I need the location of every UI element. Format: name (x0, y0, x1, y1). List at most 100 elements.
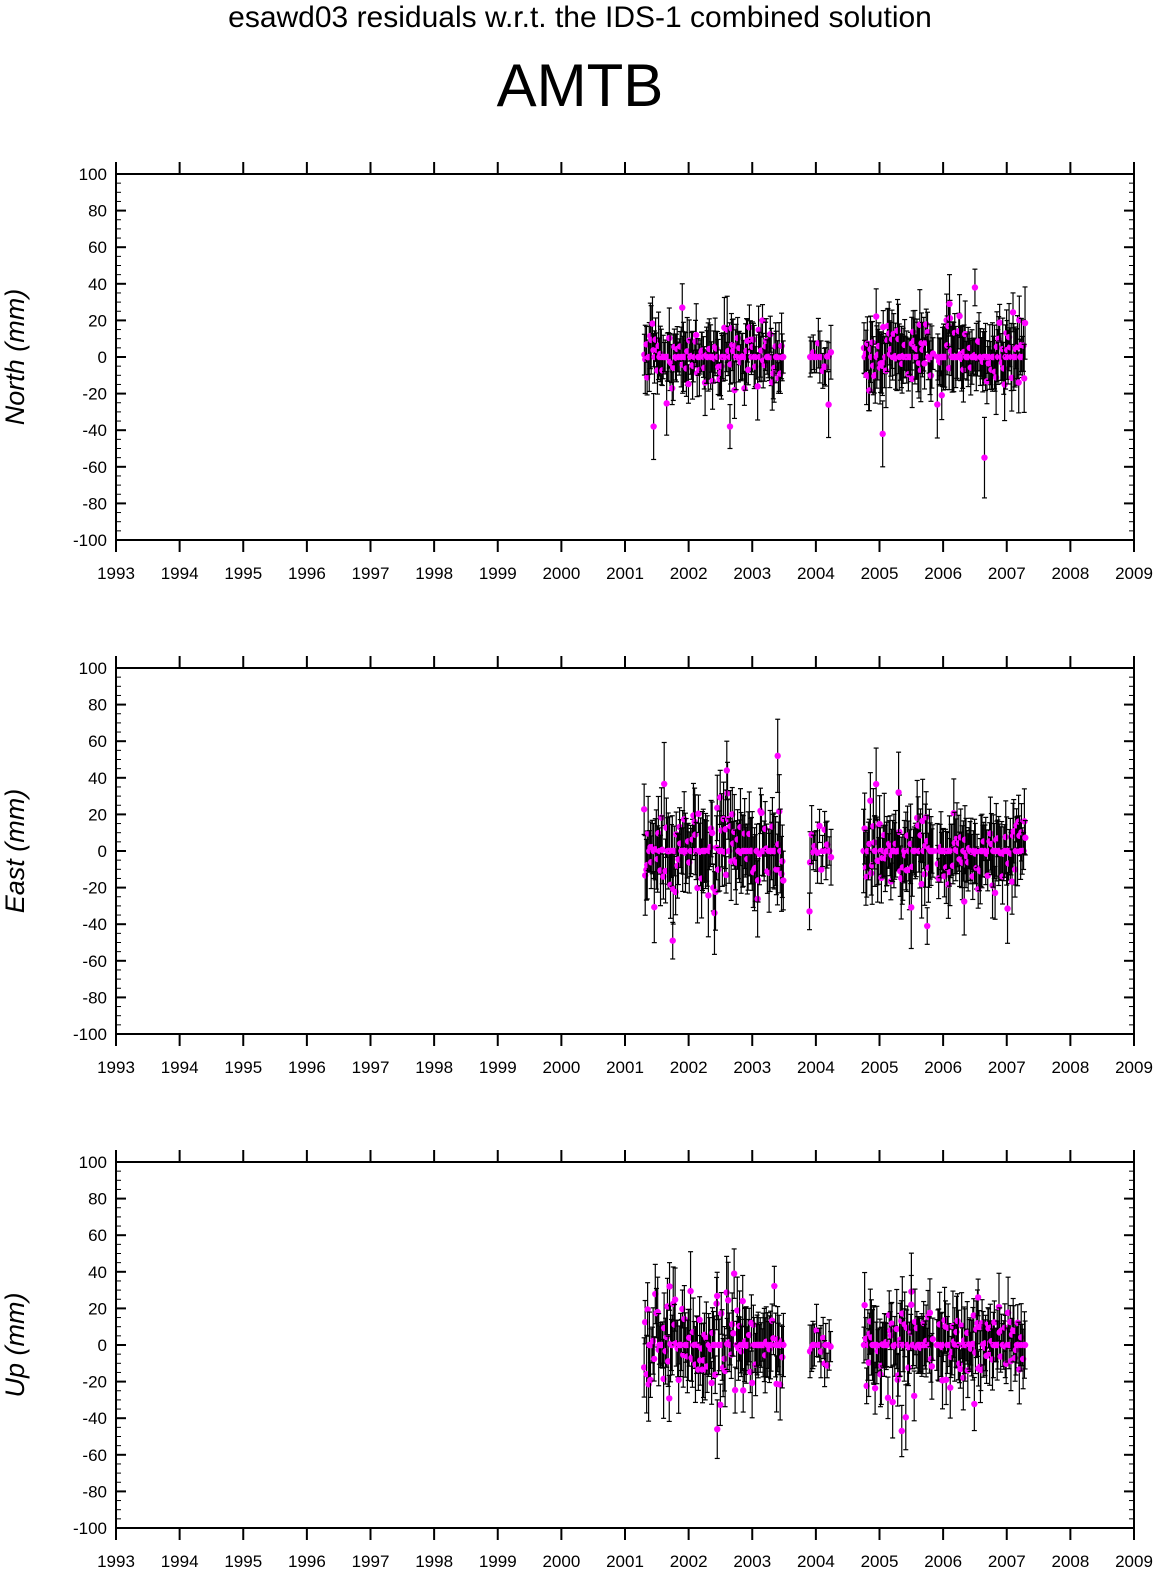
data-point (740, 1387, 747, 1394)
x-tick-label: 2001 (606, 564, 644, 583)
data-point (927, 372, 935, 379)
data-point (974, 1294, 982, 1301)
data-point (957, 1365, 964, 1373)
x-tick-label: 1996 (288, 564, 326, 583)
data-point (902, 1414, 909, 1421)
data-point (768, 1317, 776, 1324)
data-point (664, 1358, 672, 1365)
data-point (659, 1341, 666, 1349)
data-point (767, 330, 774, 338)
data-point (746, 324, 753, 331)
x-tick-label: 2004 (797, 1058, 835, 1077)
data-point (816, 822, 823, 830)
y-tick-label: -20 (82, 385, 107, 404)
data-point (650, 423, 657, 430)
data-point (827, 1343, 834, 1350)
x-tick-label: 1994 (161, 1552, 199, 1571)
x-tick-label: 1997 (352, 1552, 390, 1571)
y-axis-label-east: East (mm) (0, 789, 30, 914)
x-tick-label: 2005 (861, 564, 899, 583)
data-point (813, 1327, 820, 1334)
data-point (942, 353, 949, 361)
y-tick-label: -40 (82, 421, 107, 440)
x-tick-label: 1999 (479, 1552, 517, 1571)
data-point (921, 360, 928, 367)
data-point (934, 401, 941, 408)
data-point (871, 1384, 879, 1392)
data-point (731, 1386, 739, 1394)
data-point (718, 1341, 726, 1349)
data-point (921, 870, 928, 878)
x-tick-label: 2004 (797, 1552, 835, 1571)
data-point (888, 1320, 895, 1327)
data-point (778, 342, 785, 350)
x-tick-label: 1993 (97, 1058, 135, 1077)
y-tick-label: 40 (88, 1263, 107, 1282)
data-point (717, 794, 724, 801)
x-tick-label: 2007 (988, 1058, 1026, 1077)
data-point (971, 1400, 978, 1408)
data-point (730, 1330, 737, 1337)
data-point (929, 1336, 937, 1343)
data-point (711, 909, 718, 917)
data-point (956, 1360, 963, 1367)
data-point (817, 1348, 825, 1355)
data-point (730, 1270, 738, 1277)
data-point (669, 385, 676, 392)
y-tick-label: 60 (88, 238, 107, 257)
y-tick-label: 20 (88, 311, 107, 330)
data-point (879, 430, 886, 438)
data-point (780, 353, 787, 361)
x-tick-label: 2008 (1051, 564, 1089, 583)
data-point (882, 367, 890, 374)
data-point (640, 806, 648, 813)
x-tick-label: 2008 (1051, 1058, 1089, 1077)
data-point (961, 898, 968, 905)
data-point (893, 1325, 900, 1333)
data-point (721, 1355, 728, 1362)
data-point (1021, 319, 1029, 327)
data-point (822, 363, 829, 371)
data-point (814, 849, 821, 856)
data-point (982, 1339, 989, 1347)
data-point (779, 858, 786, 865)
x-tick-label: 2000 (542, 1552, 580, 1571)
y-tick-label: -60 (82, 458, 107, 477)
y-tick-label: 40 (88, 769, 107, 788)
data-point (928, 1363, 936, 1370)
data-point (690, 1328, 697, 1336)
data-point (981, 454, 988, 461)
data-point (696, 1316, 703, 1324)
figure-title: esawd03 residuals w.r.t. the IDS-1 combi… (228, 1, 932, 34)
data-point (971, 284, 979, 291)
data-point (908, 1301, 915, 1308)
data-point (866, 840, 873, 848)
data-point (714, 804, 721, 812)
data-point (936, 359, 944, 366)
x-tick-label: 2009 (1115, 1058, 1153, 1077)
x-tick-label: 2002 (670, 1058, 708, 1077)
x-tick-label: 1996 (288, 1552, 326, 1571)
y-tick-label: -80 (82, 1482, 107, 1501)
x-tick-label: 2003 (733, 1058, 771, 1077)
data-point (701, 364, 708, 372)
data-point (996, 319, 1003, 326)
data-point (729, 1321, 736, 1328)
y-tick-label: 100 (79, 165, 107, 184)
data-point (692, 338, 699, 345)
data-point (861, 1301, 868, 1309)
data-point (977, 1366, 985, 1374)
data-point (870, 822, 877, 830)
y-tick-label: 60 (88, 1226, 107, 1245)
data-point (984, 872, 991, 879)
data-point (934, 860, 941, 868)
x-tick-label: 2002 (670, 1552, 708, 1571)
data-point (644, 1306, 651, 1313)
data-point (942, 1376, 950, 1383)
data-point (724, 790, 731, 797)
data-point (956, 312, 963, 320)
x-tick-label: 2007 (988, 564, 1026, 583)
x-tick-label: 1999 (479, 1058, 517, 1077)
data-point (827, 854, 835, 861)
